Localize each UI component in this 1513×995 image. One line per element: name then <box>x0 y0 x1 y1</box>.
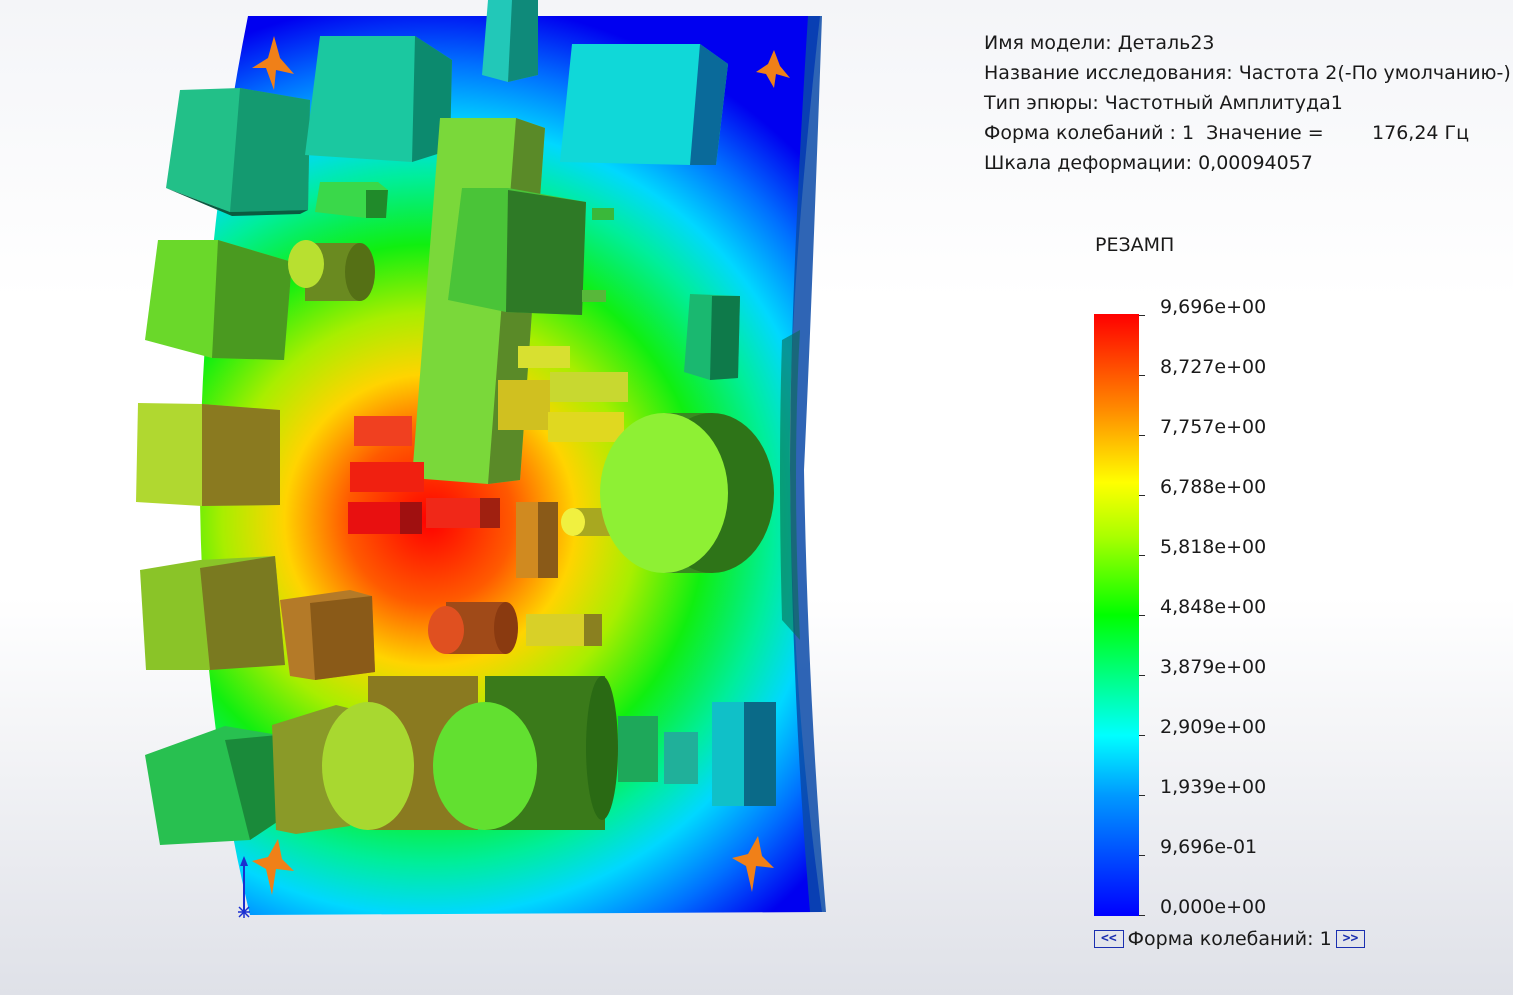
mode-navigator: << Форма колебаний: 1 >> <box>1094 928 1366 950</box>
legend-tick <box>1139 555 1145 556</box>
component-box[interactable] <box>280 590 375 680</box>
component-box[interactable] <box>448 188 586 315</box>
component-box[interactable] <box>166 88 310 216</box>
component-box[interactable] <box>145 240 292 360</box>
fixture-icon[interactable] <box>252 36 294 90</box>
component-box[interactable] <box>526 614 602 646</box>
component-box[interactable] <box>136 403 280 506</box>
legend-value: 8,727e+00 <box>1160 356 1267 378</box>
legend-tick <box>1139 855 1145 856</box>
components <box>136 0 776 845</box>
previous-mode-button[interactable]: << <box>1094 930 1124 948</box>
component-box[interactable] <box>348 416 500 534</box>
component-cylinder[interactable] <box>433 676 618 830</box>
component-box[interactable] <box>498 346 628 442</box>
fixture-icon[interactable] <box>732 836 774 892</box>
legend-value: 5,818e+00 <box>1160 536 1267 558</box>
legend-tick <box>1139 315 1145 316</box>
fixture-icon[interactable] <box>252 839 294 895</box>
legend-tick <box>1139 615 1145 616</box>
legend-tick <box>1139 735 1145 736</box>
component-box[interactable] <box>482 0 538 82</box>
component-cylinder[interactable] <box>600 413 774 573</box>
component-box[interactable] <box>516 502 558 578</box>
legend-value: 2,909e+00 <box>1160 716 1267 738</box>
next-mode-button[interactable]: >> <box>1335 930 1366 948</box>
legend-tick <box>1139 795 1145 796</box>
triad-icon <box>238 856 250 918</box>
component-box[interactable] <box>315 182 388 218</box>
legend-tick <box>1139 435 1145 436</box>
legend-tick <box>1139 495 1145 496</box>
legend-tick <box>1139 915 1145 916</box>
study-name-text: Название исследования: Частота 2(-По умо… <box>984 62 1511 84</box>
component-cylinder[interactable] <box>428 602 518 654</box>
legend-value: 3,879e+00 <box>1160 656 1267 678</box>
legend-value: 9,696e+00 <box>1160 296 1267 318</box>
model-name-text: Имя модели: Деталь23 <box>984 32 1215 54</box>
component-box[interactable] <box>305 36 452 162</box>
component-box[interactable] <box>140 556 285 670</box>
fixture-icon[interactable] <box>756 50 790 88</box>
legend-tick <box>1139 375 1145 376</box>
legend-value: 6,788e+00 <box>1160 476 1267 498</box>
component-box[interactable] <box>582 208 614 302</box>
plot-type-text: Тип эпюры: Частотный Амплитуда1 <box>984 92 1343 114</box>
mode-label: Форма колебаний: 1 <box>1127 928 1332 950</box>
color-scale-bar <box>1094 314 1139 916</box>
deformation-scale-text: Шкала деформации: 0,00094057 <box>984 152 1313 174</box>
component-box[interactable] <box>145 726 280 845</box>
component-cylinder[interactable] <box>288 240 375 301</box>
component-box[interactable] <box>684 294 740 380</box>
mode-shape-text: Форма колебаний : 1 Значение = 176,24 Гц <box>984 122 1470 144</box>
legend-value: 7,757e+00 <box>1160 416 1267 438</box>
legend-tick <box>1139 675 1145 676</box>
legend-value: 0,000e+00 <box>1160 896 1267 918</box>
component-box[interactable] <box>560 44 728 165</box>
legend-value: 4,848e+00 <box>1160 596 1267 618</box>
study-info: Имя модели: Деталь23 Название исследован… <box>984 28 1511 178</box>
legend-title: РЕЗАМП <box>1095 234 1175 256</box>
component-box[interactable] <box>618 702 776 806</box>
legend-value: 9,696e-01 <box>1160 836 1258 858</box>
legend-value: 1,939e+00 <box>1160 776 1267 798</box>
